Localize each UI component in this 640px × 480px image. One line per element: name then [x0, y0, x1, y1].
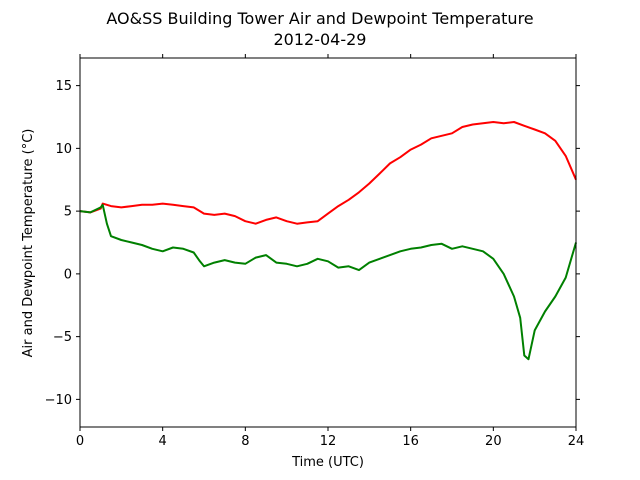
- x-tick-label: 0: [76, 434, 84, 449]
- series-line-1: [79, 121, 577, 225]
- y-axis-label: Air and Dewpoint Temperature (°C): [21, 129, 36, 358]
- y-tick-label: 5: [64, 205, 72, 220]
- x-tick-label: 24: [568, 434, 585, 449]
- chart-title: AO&SS Building Tower Air and Dewpoint Te…: [106, 9, 533, 28]
- y-tick-label: −10: [45, 393, 72, 408]
- y-tick-label: 15: [55, 79, 72, 94]
- y-tick-label: −5: [53, 330, 72, 345]
- x-tick-label: 20: [485, 434, 502, 449]
- y-tick-label: 0: [64, 267, 72, 282]
- x-tick-label: 16: [402, 434, 419, 449]
- x-axis-label: Time (UTC): [291, 455, 364, 470]
- x-tick-label: 4: [159, 434, 167, 449]
- y-tick-label: 10: [55, 142, 72, 157]
- series-line-2: [79, 203, 577, 361]
- chart-subtitle: 2012-04-29: [274, 30, 367, 49]
- axes-layer: 0 4 8 12 16 20 24 −10 −5 0 5 10 15: [45, 54, 585, 449]
- x-tick-label: 8: [241, 434, 249, 449]
- x-tick-label: 12: [320, 434, 337, 449]
- series-layer: [79, 121, 577, 361]
